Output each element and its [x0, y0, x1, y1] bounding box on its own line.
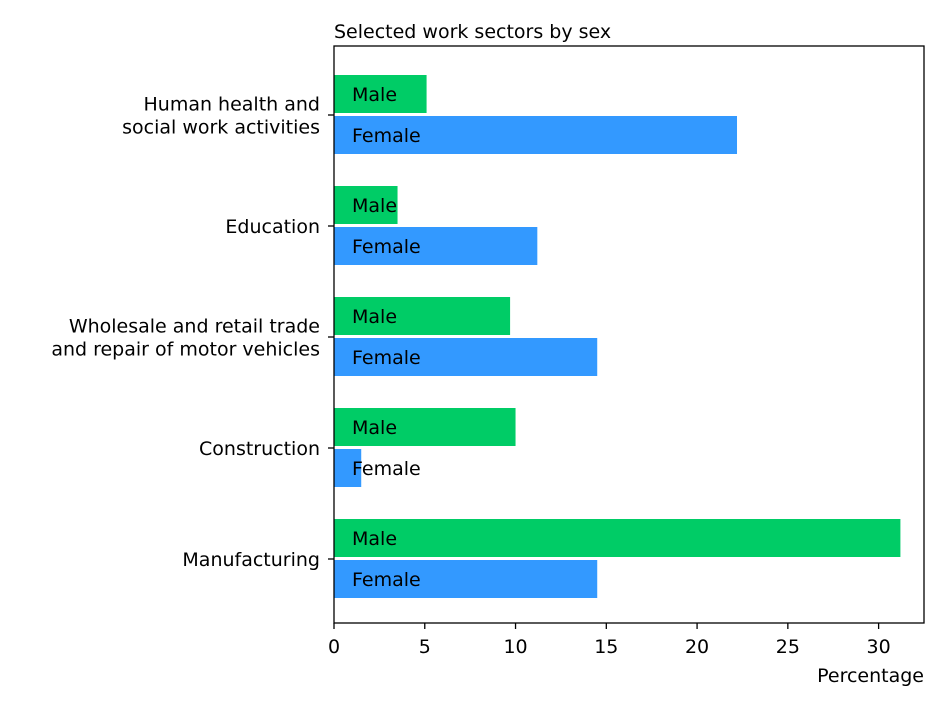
- bar-label-female: Female: [352, 236, 421, 258]
- y-tick-label: social work activities: [122, 117, 320, 139]
- bar-label-female: Female: [352, 347, 421, 369]
- y-tick-label: Education: [225, 216, 320, 238]
- bar-label-female: Female: [352, 569, 421, 591]
- x-axis: 0 5 10 15 20 25 30: [328, 623, 891, 658]
- bar-label-male: Male: [352, 306, 397, 328]
- bars-group: Male Female Male Female Male Female Male Female…: [334, 75, 901, 598]
- bar-label-female: Female: [352, 125, 421, 147]
- bar-label-male: Male: [352, 417, 397, 439]
- bar-female: [334, 227, 538, 265]
- x-tick-label: 20: [685, 636, 709, 658]
- bar-label-male: Male: [352, 84, 397, 106]
- bar-male: [334, 186, 398, 224]
- bar-female: [334, 116, 738, 154]
- bar-female: [334, 560, 598, 598]
- x-axis-label: Percentage: [817, 665, 924, 687]
- bar-label-male: Male: [352, 528, 397, 550]
- y-tick-label: Human health and: [144, 94, 321, 116]
- x-tick-label: 25: [776, 636, 800, 658]
- y-tick-label: Manufacturing: [182, 549, 320, 571]
- bar-male: [334, 75, 427, 113]
- chart-title: Selected work sectors by sex: [334, 21, 611, 43]
- bar-female: [334, 338, 598, 376]
- bar-male: [334, 408, 516, 446]
- x-tick-label: 10: [503, 636, 527, 658]
- bar-female: [334, 449, 362, 487]
- x-tick-label: 0: [328, 636, 340, 658]
- y-tick-label: Wholesale and retail trade: [69, 316, 320, 338]
- x-tick-label: 30: [867, 636, 891, 658]
- plot-frame: [333, 45, 925, 624]
- x-tick-label: 5: [419, 636, 431, 658]
- y-tick-label: and repair of motor vehicles: [51, 339, 320, 361]
- bar-male: [334, 519, 901, 557]
- bar-label-female: Female: [352, 458, 421, 480]
- y-tick-label: Construction: [199, 438, 320, 460]
- bar-label-male: Male: [352, 195, 397, 217]
- bar-male: [334, 297, 511, 335]
- x-tick-label: 15: [594, 636, 618, 658]
